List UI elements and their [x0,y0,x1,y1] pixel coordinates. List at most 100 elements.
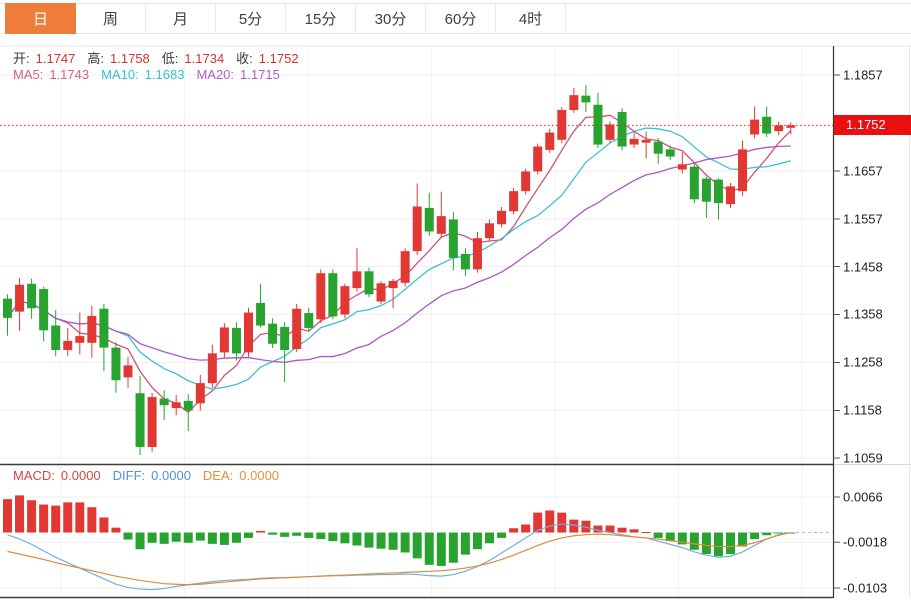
macd-bar[interactable] [509,528,519,533]
macd-bar[interactable] [472,532,482,550]
macd-bar[interactable] [593,525,603,533]
macd-bar[interactable] [412,532,422,559]
macd-bar[interactable] [750,532,760,539]
macd-bar[interactable] [557,512,567,533]
candle[interactable] [256,283,266,328]
candle[interactable] [328,269,338,320]
macd-bar[interactable] [219,532,229,545]
candle[interactable] [292,303,302,352]
candle[interactable] [316,269,326,324]
candle[interactable] [244,307,253,357]
candle[interactable] [509,187,519,215]
macd-bar[interactable] [304,532,314,538]
macd-bar[interactable] [448,532,458,563]
candle[interactable] [15,278,25,331]
macd-bar[interactable] [3,499,12,533]
candle[interactable] [3,294,12,336]
candle[interactable] [268,318,278,349]
macd-bar[interactable] [713,532,723,557]
macd-bar[interactable] [171,532,181,542]
candle[interactable] [159,390,169,421]
macd-bar[interactable] [183,532,193,543]
candle[interactable] [111,342,121,393]
macd-bar[interactable] [521,524,531,533]
candle[interactable] [557,107,567,144]
candle[interactable] [448,211,458,271]
candle[interactable] [460,248,470,277]
candle[interactable] [123,356,133,388]
candle[interactable] [713,178,723,220]
macd-bar[interactable] [400,532,410,553]
macd-bar[interactable] [27,500,37,533]
macd-bar[interactable] [726,532,735,555]
macd-bar[interactable] [653,532,663,538]
macd-bar[interactable] [268,532,278,535]
macd-bar[interactable] [292,532,302,536]
candle[interactable] [63,327,73,356]
candle[interactable] [545,128,555,153]
macd-bar[interactable] [545,510,555,533]
candle[interactable] [677,152,687,174]
macd-bar[interactable] [87,507,97,533]
macd-bar[interactable] [280,532,290,537]
tab-week[interactable]: 周 [76,3,146,34]
candle[interactable] [569,87,579,113]
candle[interactable] [135,375,145,456]
candle[interactable] [738,140,748,196]
macd-bar[interactable] [159,532,169,544]
macd-bar[interactable] [738,532,748,547]
candle[interactable] [436,191,446,238]
candle[interactable] [629,131,639,148]
candle[interactable] [400,248,410,287]
macd-bar[interactable] [39,504,49,533]
candle[interactable] [207,344,217,388]
tab-15min[interactable]: 15分 [286,3,356,34]
candle[interactable] [352,248,362,292]
macd-bar[interactable] [340,532,350,544]
candle[interactable] [39,286,49,342]
macd-bar[interactable] [436,532,446,566]
macd-bar[interactable] [376,532,386,549]
macd-bar[interactable] [15,495,25,533]
candle[interactable] [304,307,314,332]
macd-bar[interactable] [195,532,205,541]
candle[interactable] [183,394,193,432]
macd-bar[interactable] [135,532,145,550]
tab-60min[interactable]: 60分 [426,3,496,34]
candle[interactable] [762,106,772,137]
candle[interactable] [27,278,37,319]
macd-bar[interactable] [75,502,85,533]
candle[interactable] [99,303,109,372]
tab-month[interactable]: 月 [146,3,216,34]
macd-bar[interactable] [460,532,470,555]
candle[interactable] [786,122,796,135]
macd-bar[interactable] [701,532,711,555]
candle[interactable] [195,374,205,411]
macd-bar[interactable] [207,532,217,544]
candle[interactable] [231,322,241,361]
macd-bar[interactable] [641,532,651,533]
tab-30min[interactable]: 30分 [356,3,426,34]
macd-bar[interactable] [51,505,61,533]
macd-bar[interactable] [364,532,374,548]
macd-bar[interactable] [689,532,699,550]
macd-bar[interactable] [256,530,266,533]
tab-5min[interactable]: 5分 [216,3,286,34]
candle[interactable] [701,176,711,219]
candle[interactable] [147,392,157,452]
macd-bar[interactable] [485,532,494,544]
macd-bar[interactable] [111,527,121,533]
macd-bar[interactable] [316,532,326,539]
candle[interactable] [87,305,97,358]
macd-bar[interactable] [629,529,639,533]
candle[interactable] [364,267,374,298]
candle[interactable] [533,143,543,175]
candle[interactable] [280,322,290,383]
candle[interactable] [412,183,422,255]
candle[interactable] [726,182,735,208]
candle[interactable] [388,278,398,309]
candle[interactable] [219,323,229,358]
macd-bar[interactable] [424,532,434,565]
macd-bar[interactable] [569,519,579,533]
candle[interactable] [485,219,494,242]
